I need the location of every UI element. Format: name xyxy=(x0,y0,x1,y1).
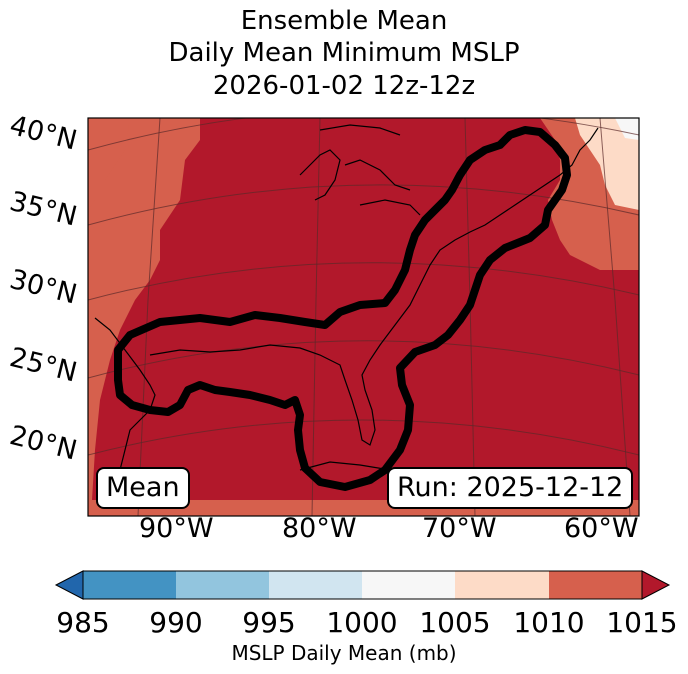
colorbar-tick-995: 995 xyxy=(242,606,296,639)
map-frame xyxy=(87,117,640,517)
colorbar-bin-990-995 xyxy=(176,571,269,599)
graticule xyxy=(88,118,639,516)
contour-outline xyxy=(114,126,571,491)
lon-label-60w: 60°W xyxy=(564,513,639,544)
colorbar xyxy=(54,570,671,600)
mean-badge: Mean xyxy=(96,467,190,509)
colorbar-tick-985: 985 xyxy=(56,606,110,639)
map-area xyxy=(88,118,639,516)
pressure-band-1010-1015-northwest xyxy=(88,118,130,210)
title-line-3: 2026-01-02 12z-12z xyxy=(212,71,476,101)
title-line-1: Ensemble Mean xyxy=(240,6,448,36)
colorbar-bin-1005-1010 xyxy=(455,571,549,599)
lon-label-70w: 70°W xyxy=(422,513,497,544)
colorbar-tick-1010: 1010 xyxy=(513,606,585,639)
colorbar-tick-990: 990 xyxy=(149,606,203,639)
colorbar-label: MSLP Daily Mean (mb) xyxy=(231,641,457,665)
title-line-2: Daily Mean Minimum MSLP xyxy=(168,38,520,68)
colorbar-bin-1000-1005 xyxy=(362,571,455,599)
colorbar-tick-1000: 1000 xyxy=(326,606,398,639)
colorbar-bin-985-990 xyxy=(83,571,176,599)
run-badge: Run: 2025-12-12 xyxy=(387,467,634,509)
colorbar-tick-1015: 1015 xyxy=(606,606,678,639)
pressure-band-1000-1005 xyxy=(615,118,639,140)
colorbar-bin-1010-1015 xyxy=(549,571,642,599)
colorbar-extend-low xyxy=(54,570,84,600)
lon-label-90w: 90°W xyxy=(139,513,214,544)
colorbar-extend-high xyxy=(641,570,671,600)
colorbar-bin-995-1000 xyxy=(269,571,362,599)
pressure-band-1005-1010 xyxy=(575,118,639,210)
lon-label-80w: 80°W xyxy=(282,513,357,544)
colorbar-tick-1005: 1005 xyxy=(419,606,491,639)
